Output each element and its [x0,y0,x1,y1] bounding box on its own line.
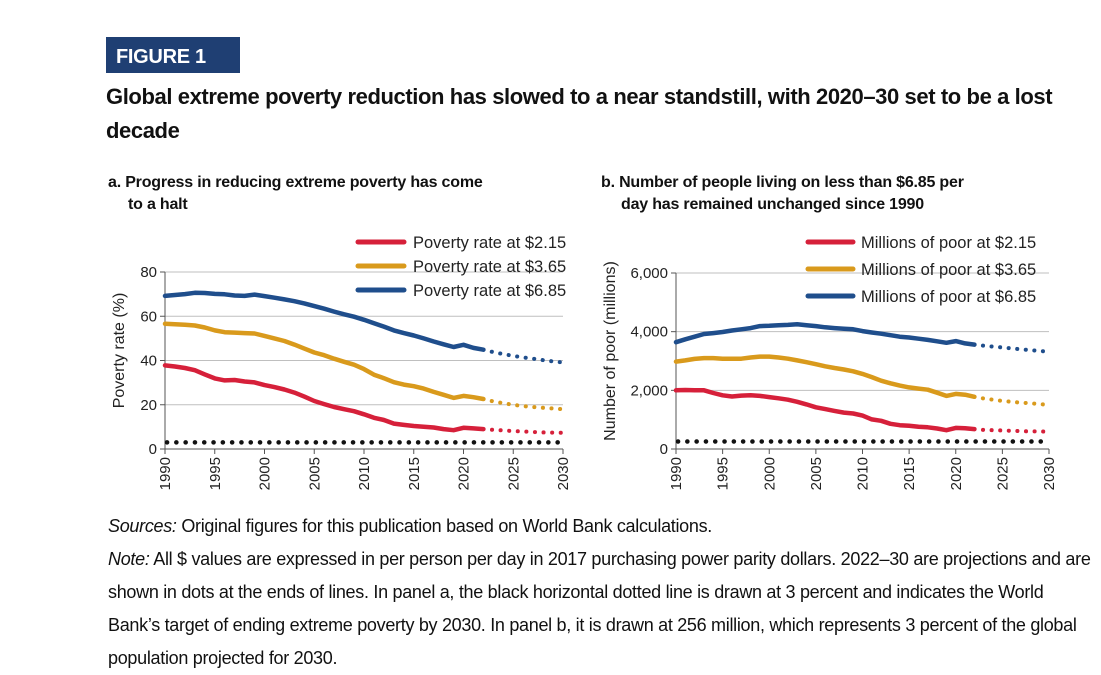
sources-label: Sources: [108,516,177,536]
panel-a-xtick-label: 1990 [157,457,174,490]
panel-b-series-line-3 [673,322,977,347]
panel-b-xtick-label: 2020 [948,457,965,490]
panel-a-ytick-label: 40 [140,353,157,370]
panel-b-ytick-label: 2,000 [630,382,668,399]
panel-b-series-line-2 [673,354,977,400]
panel-a-ytick-label: 80 [140,264,157,281]
panel-a-series-projection-3 [481,347,565,365]
figure-title: Global extreme poverty reduction has slo… [106,84,1053,143]
panel-b-ytick-label: 4,000 [630,324,668,341]
panel-b-xtick-label: 2010 [855,457,872,490]
panel-b-series-projection-1 [972,427,1051,434]
panel-b-series-line-1 [673,387,977,433]
panel-a-legend-label-3: Poverty rate at $6.85 [413,282,566,300]
panel-a-xtick-label: 2010 [356,457,373,490]
panel-a-ytick-label: 60 [140,308,157,325]
panel-b-xtick-label: 2000 [761,457,778,490]
panel-a-xtick-label: 2025 [505,457,522,490]
panel-b-legend-label-2: Millions of poor at $3.65 [861,261,1036,279]
panel-a-xtick-label: 2015 [406,457,423,490]
panel-a-ytick-label: 0 [149,441,157,458]
panel-b-title: b. Number of people living on less than … [601,172,1061,216]
footnote: Sources: Original figures for this publi… [108,510,1098,675]
footnote-note: Note: All $ values are expressed in per … [108,543,1098,675]
panel-a-xtick-label: 2030 [555,457,572,490]
panel-b-series-projection-3 [972,342,1051,354]
panel-a-ytick-label: 20 [140,397,157,414]
note-label: Note: [108,549,150,569]
panel-b-series-projection-2 [972,394,1051,407]
panel-b-xtick-label: 2015 [901,457,918,490]
panel-b-legend-label-1: Millions of poor at $2.15 [861,234,1036,252]
panel-b-title-line2: day has remained unchanged since 1990 [621,196,924,213]
panel-a-xtick-label: 2005 [306,457,323,490]
panel-a-series-projection-1 [481,427,565,435]
footnote-sources: Sources: Original figures for this publi… [108,510,1098,543]
panel-b-xtick-label: 1990 [668,457,685,490]
panel-b-title-line1: b. Number of people living on less than … [601,174,964,191]
panel-a-title-line2: to a halt [128,196,188,213]
panel-b-ytick-label: 0 [660,441,668,458]
panel-b-ytick-label: 6,000 [630,265,668,282]
panel-a-xtick-label: 1995 [207,457,224,490]
panel-a-ylabel: Poverty rate (%) [111,293,128,409]
panel-a-xtick-label: 2020 [456,457,473,490]
panel-a-legend-label-2: Poverty rate at $3.65 [413,258,566,276]
panel-a-xtick-label: 2000 [257,457,274,490]
panel-b-legend-label-3: Millions of poor at $6.85 [861,288,1036,306]
panel-a-title-line1: a. Progress in reducing extreme poverty … [108,174,483,191]
panel-a-title: a. Progress in reducing extreme poverty … [108,172,548,216]
panel-b-xtick-label: 2030 [1041,457,1058,490]
panel-a-legend-label-1: Poverty rate at $2.15 [413,234,566,252]
figure-label: FIGURE 1 [106,37,240,73]
panel-b-xtick-label: 2025 [994,457,1011,490]
panel-a-series-projection-2 [481,397,565,412]
panel-a-series-line-2 [162,321,486,402]
panel-a-series-line-3 [162,290,486,352]
panel-a-series-line-1 [162,363,486,433]
panel-b-ylabel: Number of poor (millions) [602,261,619,441]
sources-text: Original figures for this publication ba… [176,516,713,536]
note-text: All $ values are expressed in per person… [108,549,1091,668]
panel-b-xtick-label: 2005 [808,457,825,490]
panel-b-xtick-label: 1995 [715,457,732,490]
